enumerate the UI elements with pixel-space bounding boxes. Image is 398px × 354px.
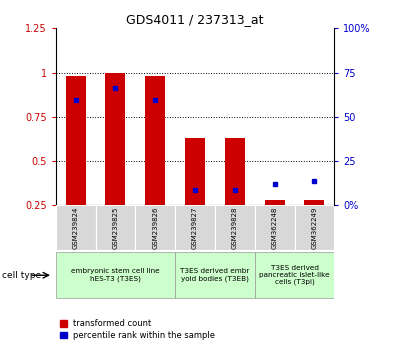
Title: GDS4011 / 237313_at: GDS4011 / 237313_at	[126, 13, 264, 26]
Text: GSM239827: GSM239827	[192, 206, 198, 249]
FancyBboxPatch shape	[96, 205, 135, 250]
FancyBboxPatch shape	[255, 205, 295, 250]
Legend: transformed count, percentile rank within the sample: transformed count, percentile rank withi…	[60, 319, 215, 340]
Bar	[66, 76, 86, 205]
Text: GSM239825: GSM239825	[112, 206, 119, 249]
FancyBboxPatch shape	[135, 205, 175, 250]
Text: GSM239828: GSM239828	[232, 206, 238, 249]
Bar	[185, 138, 205, 205]
FancyBboxPatch shape	[56, 252, 175, 298]
Text: T3ES derived embr
yoid bodies (T3EB): T3ES derived embr yoid bodies (T3EB)	[180, 268, 250, 282]
FancyBboxPatch shape	[175, 252, 255, 298]
Bar	[225, 138, 245, 205]
FancyBboxPatch shape	[175, 205, 215, 250]
Bar	[265, 200, 285, 205]
Text: GSM239824: GSM239824	[72, 206, 79, 249]
Text: GSM362248: GSM362248	[271, 206, 278, 249]
Bar	[304, 200, 324, 205]
Text: GSM239826: GSM239826	[152, 206, 158, 249]
Text: T3ES derived
pancreatic islet-like
cells (T3pi): T3ES derived pancreatic islet-like cells…	[259, 265, 330, 285]
Text: embryonic stem cell line
hES-T3 (T3ES): embryonic stem cell line hES-T3 (T3ES)	[71, 268, 160, 282]
Text: cell type: cell type	[2, 271, 41, 280]
Bar	[105, 73, 125, 205]
FancyBboxPatch shape	[255, 252, 334, 298]
FancyBboxPatch shape	[56, 205, 96, 250]
FancyBboxPatch shape	[215, 205, 255, 250]
Bar	[145, 76, 165, 205]
Text: GSM362249: GSM362249	[311, 206, 318, 249]
FancyBboxPatch shape	[295, 205, 334, 250]
